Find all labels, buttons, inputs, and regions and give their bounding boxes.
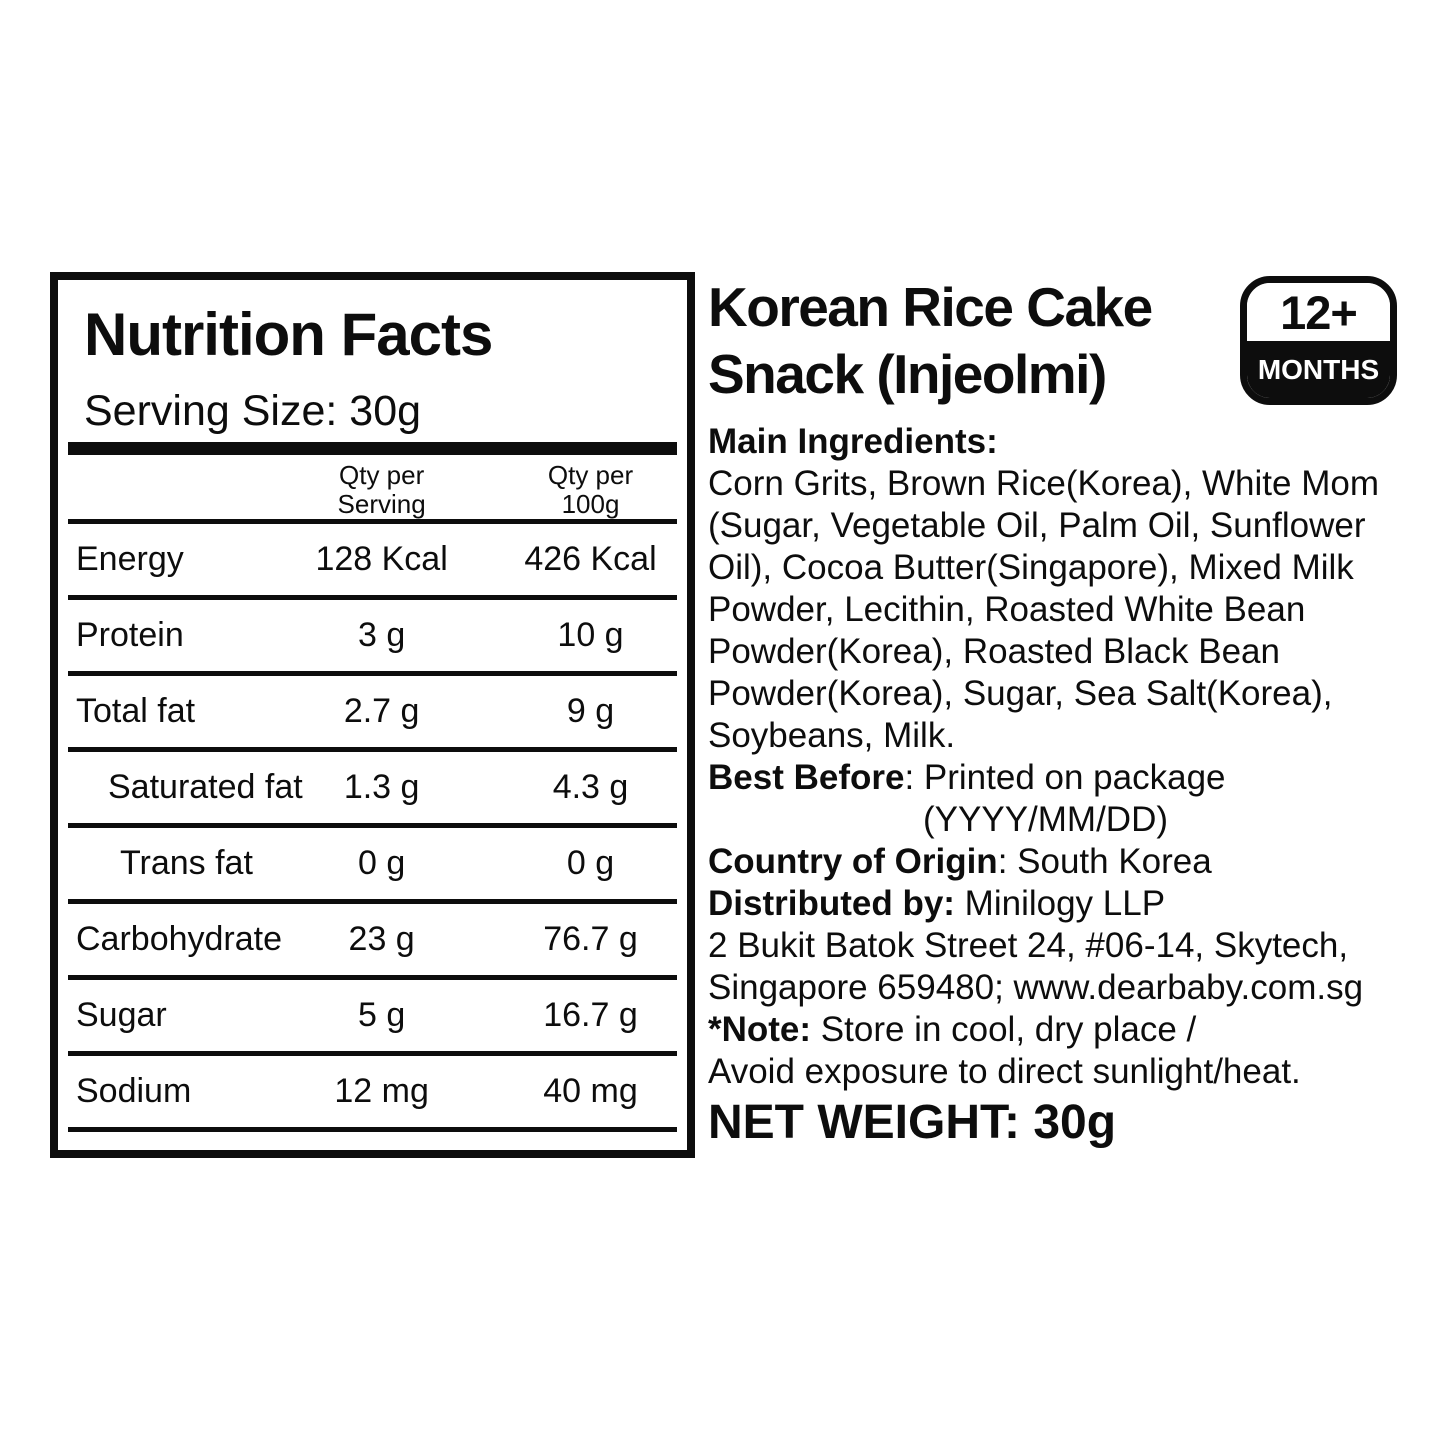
ingredients-line-2: (Sugar, Vegetable Oil, Palm Oil, Sunflow… [708, 506, 1366, 545]
table-row-total-fat: Total fat 2.7 g 9 g [68, 676, 677, 747]
nutrition-table-header: Qty per Serving Qty per 100g [68, 459, 677, 519]
ingredients-line-1: Corn Grits, Brown Rice(Korea), White Mom [708, 464, 1379, 503]
distributor-label: Distributed by: [708, 884, 955, 923]
thick-divider [68, 442, 677, 455]
row-divider [68, 975, 677, 980]
row-divider [68, 823, 677, 828]
row-per-100g: 9 g [566, 692, 615, 730]
row-label: Trans fat [120, 844, 253, 882]
note-value: Store in cool, dry place / [811, 1010, 1197, 1049]
col-header-per-serving-line1: Qty per [339, 460, 425, 490]
address-line-2: Singapore 659480; www.dearbaby.com.sg [708, 968, 1364, 1007]
row-per-serving: 0 g [357, 844, 406, 882]
nutrition-facts-title: Nutrition Facts [84, 301, 493, 368]
row-divider [68, 595, 677, 600]
ingredients-line-7: Soybeans, Milk. [708, 716, 956, 755]
table-row-trans-fat: Trans fat 0 g 0 g [68, 828, 677, 899]
row-label: Sodium [76, 1072, 192, 1110]
row-per-100g: 4.3 g [552, 768, 629, 806]
age-badge-unit: MONTHS [1247, 341, 1390, 398]
col-header-per-serving-line2: Serving [337, 489, 426, 519]
row-label: Saturated fat [108, 768, 303, 806]
ingredients-line-4: Powder, Lecithin, Roasted White Bean [708, 590, 1306, 629]
distributor-value: Minilogy LLP [954, 884, 1166, 923]
best-before-line: Best Before: Printed on package [708, 757, 1420, 799]
row-divider [68, 671, 677, 676]
age-badge: 12+ MONTHS [1240, 276, 1397, 405]
row-per-100g: 76.7 g [543, 920, 638, 958]
ingredients-line-5: Powder(Korea), Roasted Black Bean [708, 632, 1280, 671]
col-header-per-serving: Qty per Serving [287, 459, 476, 519]
best-before-label: Best Before [708, 758, 905, 797]
table-row-carbohydrate: Carbohydrate 23 g 76.7 g [68, 904, 677, 975]
col-header-per-100g-line1: Qty per [547, 460, 634, 490]
product-title-row: Korean Rice Cake Snack (Injeolmi) 12+ MO… [708, 274, 1420, 408]
row-per-serving: 128 Kcal [315, 540, 448, 578]
row-divider [68, 1127, 677, 1132]
row-per-serving: 1.3 g [343, 768, 420, 806]
row-per-serving: 3 g [357, 616, 406, 654]
table-row-sodium: Sodium 12 mg 40 mg [68, 1056, 677, 1127]
row-per-100g: 0 g [566, 844, 615, 882]
row-per-serving: 2.7 g [343, 692, 420, 730]
country-of-origin-label: Country of Origin [708, 842, 998, 881]
best-before-value: : Printed on package [904, 758, 1226, 797]
nutrition-facts-panel: Nutrition Facts Serving Size: 30g Qty pe… [50, 272, 695, 1158]
row-per-serving: 23 g [348, 920, 415, 958]
net-weight: NET WEIGHT: 30g [708, 1096, 1117, 1149]
address-line-1: 2 Bukit Batok Street 24, #06-14, Skytech… [708, 926, 1349, 965]
row-per-serving: 5 g [357, 996, 406, 1034]
main-ingredients-label: Main Ingredients: [708, 422, 998, 461]
country-of-origin-value: : South Korea [997, 842, 1212, 881]
table-row-protein: Protein 3 g 10 g [68, 600, 677, 671]
storage-note-line: *Note: Store in cool, dry place / [708, 1009, 1420, 1051]
row-label: Total fat [76, 692, 196, 730]
row-divider [68, 899, 677, 904]
serving-size: Serving Size: 30g [84, 387, 422, 435]
row-divider [68, 1051, 677, 1056]
row-divider [68, 519, 677, 524]
row-label: Energy [76, 540, 184, 578]
row-label: Sugar [76, 996, 167, 1034]
ingredients-line-6: Powder(Korea), Sugar, Sea Salt(Korea), [708, 674, 1333, 713]
age-badge-value: 12+ [1247, 283, 1390, 341]
row-per-100g: 426 Kcal [524, 540, 657, 578]
product-title: Korean Rice Cake Snack (Injeolmi) [708, 274, 1420, 408]
ingredients-line-3: Oil), Cocoa Butter(Singapore), Mixed Mil… [708, 548, 1354, 587]
row-label: Carbohydrate [76, 920, 283, 958]
country-of-origin-line: Country of Origin: South Korea [708, 841, 1420, 883]
col-header-per-100g: Qty per 100g [476, 459, 677, 519]
table-row-energy: Energy 128 Kcal 426 Kcal [68, 524, 677, 595]
row-divider [68, 747, 677, 752]
row-per-100g: 16.7 g [543, 996, 638, 1034]
table-row-sugar: Sugar 5 g 16.7 g [68, 980, 677, 1051]
product-title-line2: Snack (Injeolmi) [708, 343, 1107, 405]
row-per-serving: 12 mg [334, 1072, 429, 1110]
table-row-saturated-fat: Saturated fat 1.3 g 4.3 g [68, 752, 677, 823]
product-info-panel: Korean Rice Cake Snack (Injeolmi) 12+ MO… [708, 274, 1420, 1151]
date-format-line: (YYYY/MM/DD) [923, 800, 1168, 839]
col-header-per-100g-line2: 100g [561, 489, 620, 519]
note-label: *Note: [708, 1010, 812, 1049]
storage-note-line-2: Avoid exposure to direct sunlight/heat. [708, 1052, 1301, 1091]
row-per-100g: 40 mg [543, 1072, 638, 1110]
distributor-line: Distributed by: Minilogy LLP [708, 883, 1420, 925]
row-per-100g: 10 g [557, 616, 624, 654]
row-label: Protein [76, 616, 184, 654]
product-title-line1: Korean Rice Cake [708, 276, 1153, 338]
